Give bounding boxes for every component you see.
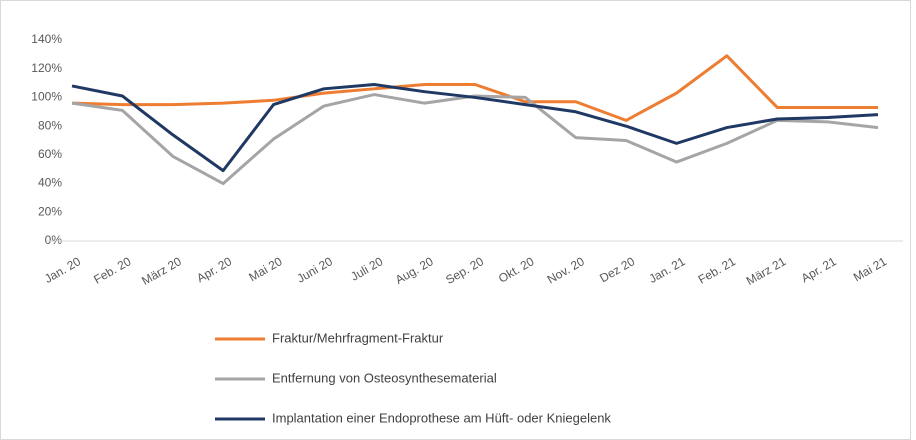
y-tick-label: 80% [38,118,62,132]
y-tick-label: 120% [31,61,62,75]
series-line [71,54,878,122]
legend-label: Fraktur/Mehrfragment-Fraktur [272,330,444,345]
y-tick-label: 0% [45,233,63,247]
legend-label: Implantation einer Endoprothese am Hüft-… [272,410,611,425]
legend-label: Entfernung von Osteosynthesematerial [272,370,497,385]
series-line [71,83,879,173]
y-tick-label: 100% [31,90,62,104]
y-tick-label: 140% [31,32,62,46]
y-tick-label: 40% [38,176,62,190]
y-tick-label: 60% [38,147,62,161]
y-tick-label: 20% [38,204,62,218]
